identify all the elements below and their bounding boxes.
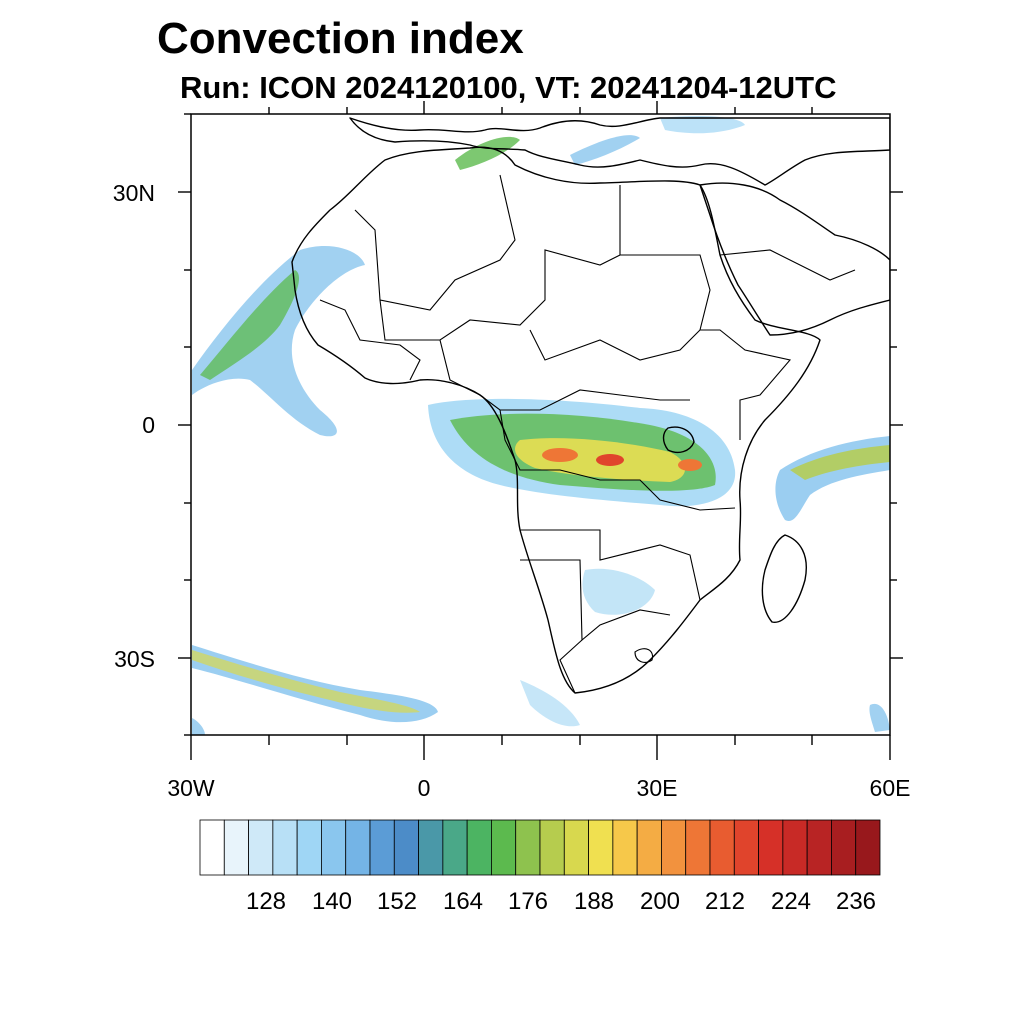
convection-area-south-atlantic-inner <box>192 650 420 713</box>
border-west-africa <box>319 299 421 381</box>
border-namibia <box>520 559 671 642</box>
colorbar-swatch <box>539 819 565 876</box>
colorbar-swatch <box>806 819 832 876</box>
colorbar-swatch <box>393 819 419 876</box>
border-sahel <box>379 185 621 341</box>
colorbar-swatch <box>709 819 735 876</box>
colorbar-swatch <box>612 819 638 876</box>
convection-area-sw-corner <box>192 718 205 735</box>
lon-ticks <box>190 101 891 760</box>
border-central <box>439 339 690 411</box>
colorbar-swatch <box>491 819 517 876</box>
lon-label-30w: 30W <box>167 775 215 801</box>
colorbar-label: 164 <box>442 888 484 915</box>
border-southern <box>520 529 701 601</box>
colorbar-label: 212 <box>704 888 746 915</box>
colorbar-swatch <box>466 819 492 876</box>
colorbar-label: 200 <box>639 888 681 915</box>
border-maghreb <box>354 174 516 311</box>
colorbar <box>199 819 881 876</box>
convection-area-west-africa-inner <box>200 270 300 380</box>
convection-area-mediterranean <box>455 136 520 170</box>
colorbar-label: 224 <box>770 888 812 915</box>
convection-area-southern-africa <box>582 568 655 615</box>
colorbar-swatch <box>369 819 395 876</box>
convection-area-aegean <box>570 135 640 165</box>
colorbar-swatch <box>296 819 322 876</box>
convection-hotspot-3 <box>678 459 702 471</box>
colorbar-swatch <box>685 819 711 876</box>
field-layer <box>192 116 890 735</box>
border-south-africa <box>559 639 583 694</box>
lat-label-0: 0 <box>142 412 155 438</box>
convection-area-indian-ocean-inner <box>790 445 890 480</box>
convection-area-west-africa <box>192 245 365 437</box>
colorbar-swatch <box>588 819 614 876</box>
colorbar-swatch <box>782 819 808 876</box>
colorbar-label: 128 <box>245 888 287 915</box>
lon-label-30e: 30E <box>636 775 678 801</box>
colorbar-label: 152 <box>376 888 418 915</box>
border-east <box>529 254 711 361</box>
colorbar-swatch <box>636 819 662 876</box>
border-lesotho <box>634 648 654 663</box>
lon-label-60e: 60E <box>869 775 911 801</box>
colorbar-swatch <box>321 819 347 876</box>
colorbar-label: 140 <box>311 888 353 915</box>
colorbar-swatch <box>199 819 225 876</box>
lon-label-0: 0 <box>417 775 431 801</box>
colorbar-label: 176 <box>507 888 549 915</box>
colorbar-swatch <box>345 819 371 876</box>
colorbar-swatch <box>248 819 274 876</box>
colorbar-label: 188 <box>573 888 615 915</box>
arabia-coastline <box>699 182 890 336</box>
convection-area-corner <box>869 703 890 732</box>
frame-group <box>178 101 903 760</box>
europe-coastline <box>349 117 890 186</box>
colorbar-swatch <box>442 819 468 876</box>
convection-area-north-east <box>660 116 745 134</box>
colorbar-swatch <box>223 819 249 876</box>
lat-label-30n: 30N <box>112 180 155 206</box>
colorbar-swatch <box>418 819 444 876</box>
borders-layer <box>319 174 856 694</box>
border-arabia <box>719 249 856 281</box>
convection-area-south-east <box>520 680 580 727</box>
colorbar-swatch <box>855 819 881 876</box>
colorbar-swatch <box>563 819 589 876</box>
colorbar-label: 236 <box>835 888 877 915</box>
great-lake-victoria <box>662 426 695 454</box>
convection-hotspot-2 <box>596 454 624 466</box>
lat-label-30s: 30S <box>114 646 155 672</box>
border-horn <box>700 329 792 440</box>
colorbar-swatch <box>272 819 298 876</box>
colorbar-swatch <box>831 819 857 876</box>
chart-subtitle: Run: ICON 2024120100, VT: 20241204-12UTC <box>180 70 837 105</box>
chart-title: Convection index <box>157 14 524 63</box>
colorbar-swatch <box>733 819 759 876</box>
colorbar-swatch <box>515 819 541 876</box>
madagascar-coastline <box>761 534 807 623</box>
border-congo <box>499 409 736 511</box>
colorbar-swatch <box>758 819 784 876</box>
colorbar-swatch <box>661 819 687 876</box>
convection-hotspot-1 <box>542 448 578 462</box>
lat-ticks <box>178 113 903 736</box>
